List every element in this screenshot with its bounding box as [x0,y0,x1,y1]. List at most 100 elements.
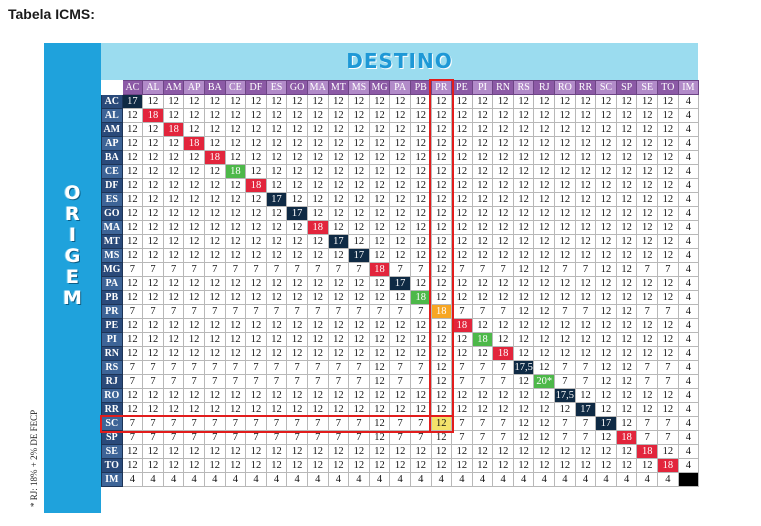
column-header-rn: RN [492,80,514,95]
row-header-am: AM [101,122,123,137]
rate-cell: 12 [430,360,453,375]
rate-cell: 12 [615,206,638,221]
rate-cell: 7 [183,360,205,375]
rate-cell: 12 [492,402,514,417]
rate-cell: 12 [368,136,391,151]
rate-cell: 4 [492,472,514,487]
rate-cell: 12 [615,192,638,207]
rate-cell: 4 [677,136,700,151]
rate-cell: 7 [657,430,679,445]
rate-cell: 4 [677,248,700,263]
rate-cell: 12 [142,276,164,291]
column-header-ce: CE [224,80,247,95]
rate-cell: 12 [245,402,267,417]
rate-cell: 12 [121,206,144,221]
rate-cell: 12 [348,458,370,473]
rate-cell: 12 [574,108,597,123]
rate-cell: 7 [409,416,432,431]
rate-cell: 12 [554,192,576,207]
rate-cell: 12 [306,164,329,179]
rate-cell: 12 [286,220,308,235]
rate-cell: 4 [677,234,700,249]
rate-cell: 7 [286,430,308,445]
rate-cell: 12 [245,458,267,473]
rate-cell: 12 [327,248,350,263]
rate-cell: 12 [203,122,226,137]
rate-cell: 4 [409,472,432,487]
rate-cell: 12 [368,178,391,193]
rate-cell: 12 [492,332,514,347]
rate-cell: 12 [389,332,411,347]
rate-cell: 12 [533,276,556,291]
rate-cell: 7 [142,430,164,445]
rate-cell: 7 [121,430,144,445]
rate-cell: 12 [389,220,411,235]
rate-cell: 12 [471,108,494,123]
rate-cell: 7 [471,304,494,319]
rate-cell: 7 [554,360,576,375]
rate-cell: 12 [657,192,679,207]
origem-letter: M [63,287,82,309]
rate-cell: 18 [183,136,205,151]
rate-cell: 4 [203,472,226,487]
table-row: MA 12 12 12 12 12 12 12 12 12 18 12 12 12 12 12 12 12 12 12… [101,220,700,235]
rate-cell: 7 [265,416,288,431]
rate-cell: 12 [409,220,432,235]
rate-cell: 12 [224,192,247,207]
rate-cell: 18 [245,178,267,193]
rate-cell: 18 [142,108,164,123]
rate-cell: 12 [389,108,411,123]
column-header-sp: SP [615,80,638,95]
rate-cell: 7 [327,374,350,389]
rate-cell: 12 [348,332,370,347]
rate-cell: 12 [203,234,226,249]
rate-cell: 12 [512,192,535,207]
rate-cell: 12 [203,290,226,305]
column-header-go: GO [286,80,308,95]
rate-cell: 4 [574,472,597,487]
rate-cell: 12 [595,318,617,333]
rate-cell: 7 [636,360,659,375]
rate-cell: 12 [471,402,494,417]
rate-cell: 12 [327,346,350,361]
rate-cell: 7 [327,430,350,445]
rate-cell: 7 [286,262,308,277]
rate-cell: 12 [595,444,617,459]
rate-cell: 12 [554,402,576,417]
rate-cell: 12 [327,444,350,459]
rate-cell: 12 [286,122,308,137]
rate-cell: 12 [203,192,226,207]
rate-cell: 12 [389,94,411,109]
rate-cell: 12 [595,206,617,221]
column-header-sc: SC [595,80,617,95]
rate-cell: 12 [595,276,617,291]
rate-cell: 12 [492,94,514,109]
rate-cell: 12 [533,178,556,193]
rate-cell: 12 [574,332,597,347]
rate-cell: 12 [430,276,453,291]
rate-cell: 12 [142,136,164,151]
rate-cell: 12 [183,248,205,263]
rate-cell: 12 [265,332,288,347]
rate-cell: 12 [430,192,453,207]
table-row: RS 7 7 7 7 7 7 7 7 7 7 7 7 12 7 7 12 7 7 7 17,5 12 7 7 12 12 7 7 4 [101,360,700,375]
table-row: ES 12 12 12 12 12 12 12 17 12 12 12 12 12 12 12 12 12 12 12… [101,192,700,207]
rate-cell: 12 [595,402,617,417]
rate-cell: 12 [245,108,267,123]
rate-cell: 7 [162,416,185,431]
rate-cell: 7 [162,430,185,445]
rate-cell: 12 [183,458,205,473]
rate-cell: 12 [306,108,329,123]
rate-cell: 12 [574,94,597,109]
rate-cell: 12 [636,136,659,151]
rate-cell: 12 [121,178,144,193]
table-row: CE 12 12 12 12 12 18 12 12 12 12 12 12 12 12 12 12 12 12 12… [101,164,700,179]
rate-cell: 12 [142,346,164,361]
rate-cell: 12 [389,192,411,207]
rate-cell: 12 [368,234,391,249]
rate-cell: 12 [409,122,432,137]
rate-cell: 12 [430,248,453,263]
rate-cell: 12 [348,290,370,305]
rate-cell: 12 [430,402,453,417]
rate-cell: 7 [657,360,679,375]
